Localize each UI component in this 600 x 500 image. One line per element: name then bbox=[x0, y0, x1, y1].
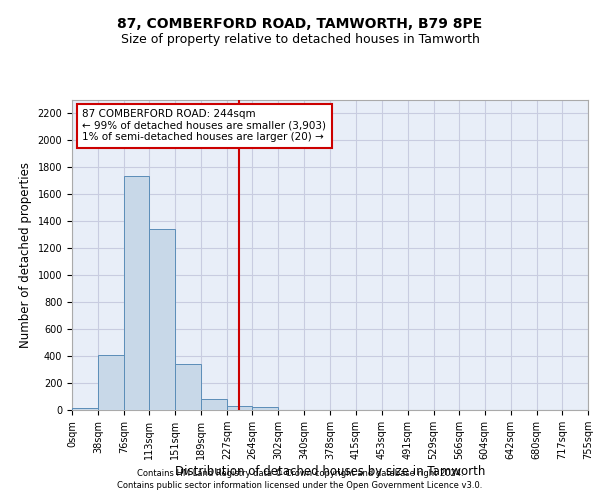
Text: Contains public sector information licensed under the Open Government Licence v3: Contains public sector information licen… bbox=[118, 481, 482, 490]
Text: 87, COMBERFORD ROAD, TAMWORTH, B79 8PE: 87, COMBERFORD ROAD, TAMWORTH, B79 8PE bbox=[118, 18, 482, 32]
Bar bbox=[149, 228, 175, 410]
Bar bbox=[175, 364, 201, 410]
Text: Contains HM Land Registry data © Crown copyright and database right 2024.: Contains HM Land Registry data © Crown c… bbox=[137, 468, 463, 477]
Bar bbox=[72, 408, 98, 410]
Text: Size of property relative to detached houses in Tamworth: Size of property relative to detached ho… bbox=[121, 32, 479, 46]
Bar bbox=[201, 399, 227, 410]
Bar bbox=[98, 354, 124, 410]
X-axis label: Distribution of detached houses by size in Tamworth: Distribution of detached houses by size … bbox=[175, 465, 485, 478]
Bar bbox=[227, 406, 253, 410]
Bar bbox=[124, 176, 149, 410]
Y-axis label: Number of detached properties: Number of detached properties bbox=[19, 162, 32, 348]
Bar bbox=[253, 408, 278, 410]
Text: 87 COMBERFORD ROAD: 244sqm
← 99% of detached houses are smaller (3,903)
1% of se: 87 COMBERFORD ROAD: 244sqm ← 99% of deta… bbox=[82, 110, 326, 142]
